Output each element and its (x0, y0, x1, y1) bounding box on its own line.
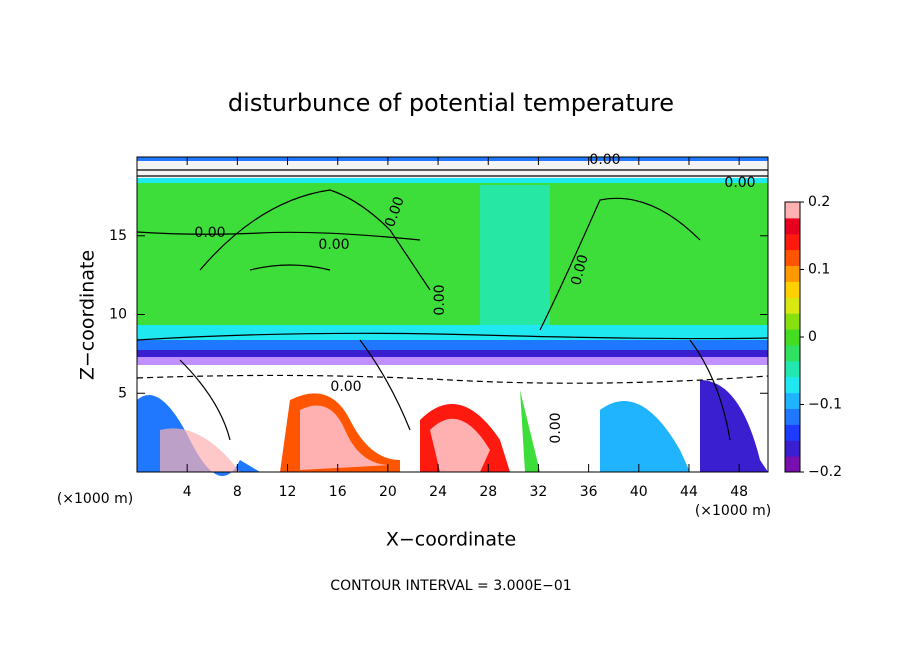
x-tick-label: 44 (680, 484, 698, 500)
x-tick-label: 4 (183, 484, 192, 500)
contour-label: 0.00 (318, 237, 349, 253)
colorbar-tick-label: 0 (808, 329, 817, 345)
x-tick-label: 24 (429, 484, 447, 500)
x-tick-label: 32 (530, 484, 548, 500)
y-axis-label: Z−coordinate (77, 250, 99, 380)
colorbar-swatch (785, 202, 800, 219)
colorbar-swatch (785, 233, 800, 251)
y-tick-label: 5 (118, 385, 127, 401)
x-unit-label: (×1000 m) (695, 503, 771, 519)
colorbar-swatch (785, 344, 800, 362)
colorbar-tick-label: −0.1 (808, 397, 842, 413)
colorbar-swatch (785, 440, 800, 457)
x-tick-label: 12 (279, 484, 297, 500)
colorbar-swatch (785, 217, 800, 235)
y-tick-label: 10 (109, 307, 127, 323)
x-tick-label: 36 (580, 484, 598, 500)
colorbar-swatch (785, 313, 800, 330)
x-tick-label: 48 (730, 484, 748, 500)
contour-label: 0.00 (548, 412, 564, 443)
colorbar-tick-label: 0.2 (808, 194, 830, 210)
colorbar-swatch (785, 424, 800, 441)
x-axis-label: X−coordinate (386, 529, 516, 551)
y-tick-label: 15 (109, 228, 127, 244)
x-tick-label: 16 (329, 484, 347, 500)
colorbar-swatch (785, 265, 800, 282)
contour-label: 0.00 (194, 225, 225, 241)
contour-label: 0.00 (432, 284, 448, 315)
x-tick-label: 40 (630, 484, 648, 500)
contour-label: 0.00 (724, 175, 755, 191)
x-tick-label: 8 (233, 484, 242, 500)
colorbar-swatch (785, 408, 800, 425)
x-tick-label: 20 (379, 484, 397, 500)
footer-note: CONTOUR INTERVAL = 3.000E−01 (330, 578, 571, 594)
colorbar-swatch (785, 297, 800, 314)
contour-label: 0.00 (330, 379, 361, 395)
x-unit-label: (×1000 m) (57, 491, 133, 507)
colorbar-swatch (785, 376, 800, 394)
colorbar-tick-label: −0.2 (808, 464, 842, 480)
colorbar-tick-label: 0.1 (808, 262, 830, 278)
colorbar-swatch (785, 392, 800, 409)
contour-label: 0.00 (568, 253, 592, 287)
colorbar-swatch (785, 281, 800, 298)
chart-title: disturbunce of potential temperature (228, 89, 674, 117)
colorbar-swatch (785, 456, 800, 473)
contour-label: 0.00 (589, 152, 620, 168)
x-tick-label: 28 (479, 484, 497, 500)
field (136, 157, 769, 476)
colorbar-swatch (785, 329, 800, 346)
colorbar-swatch (785, 360, 800, 378)
colorbar-swatch (785, 249, 800, 267)
